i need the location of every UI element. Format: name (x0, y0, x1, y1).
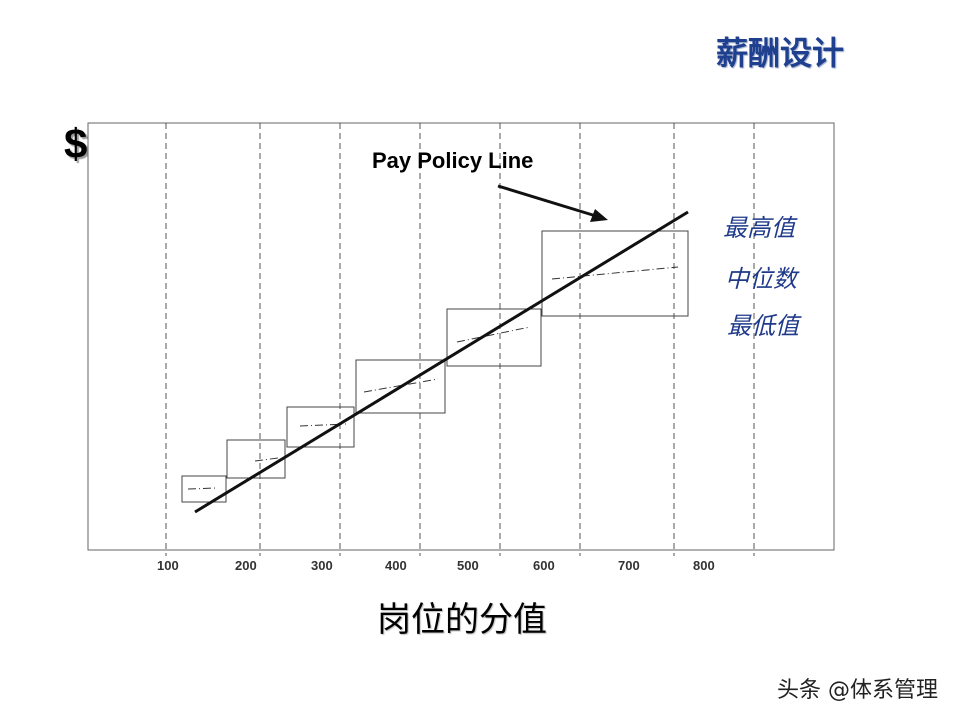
legend-min-label: 最低值 (727, 312, 802, 340)
midpoint-line (299, 423, 347, 427)
x-tick-labels: 100 200 300 400 500 600 700 800 (157, 558, 715, 573)
x-tick-label: 400 (385, 558, 407, 573)
x-tick-label: 600 (533, 558, 555, 573)
footer-watermark: 头条 @体系管理 (777, 678, 938, 703)
x-tick-label: 200 (235, 558, 257, 573)
midpoint-line (551, 266, 679, 280)
pay-policy-line (194, 210, 689, 514)
pay-grades (181, 230, 689, 503)
pay-grade-box (226, 439, 286, 479)
pay-grade-box (286, 406, 355, 448)
pay-grade-box (541, 230, 689, 317)
annotation-arrow-head (590, 209, 608, 222)
x-tick-label: 700 (618, 558, 640, 573)
x-axis-title: 岗位的分值 (377, 600, 547, 640)
page-title: 薪酬设计 (715, 34, 844, 72)
pay-policy-label: Pay Policy Line (372, 148, 533, 173)
x-tick-label: 800 (693, 558, 715, 573)
x-tick-label: 500 (457, 558, 479, 573)
gridlines (165, 123, 755, 556)
x-tick-label: 100 (157, 558, 179, 573)
pay-grade-box (181, 475, 227, 503)
midpoint-line (254, 457, 279, 462)
pay-grade-box (355, 359, 446, 414)
y-axis-symbol: $ (64, 120, 88, 167)
annotation-arrow-shaft (497, 184, 597, 218)
legend-mid-label: 中位数 (725, 265, 800, 293)
pay-grade-box (446, 308, 542, 367)
x-tick-label: 300 (311, 558, 333, 573)
midpoint-line (187, 487, 217, 490)
legend-max-label: 最高值 (723, 214, 798, 242)
plot-area (87, 122, 835, 551)
midpoint-line (456, 326, 531, 343)
